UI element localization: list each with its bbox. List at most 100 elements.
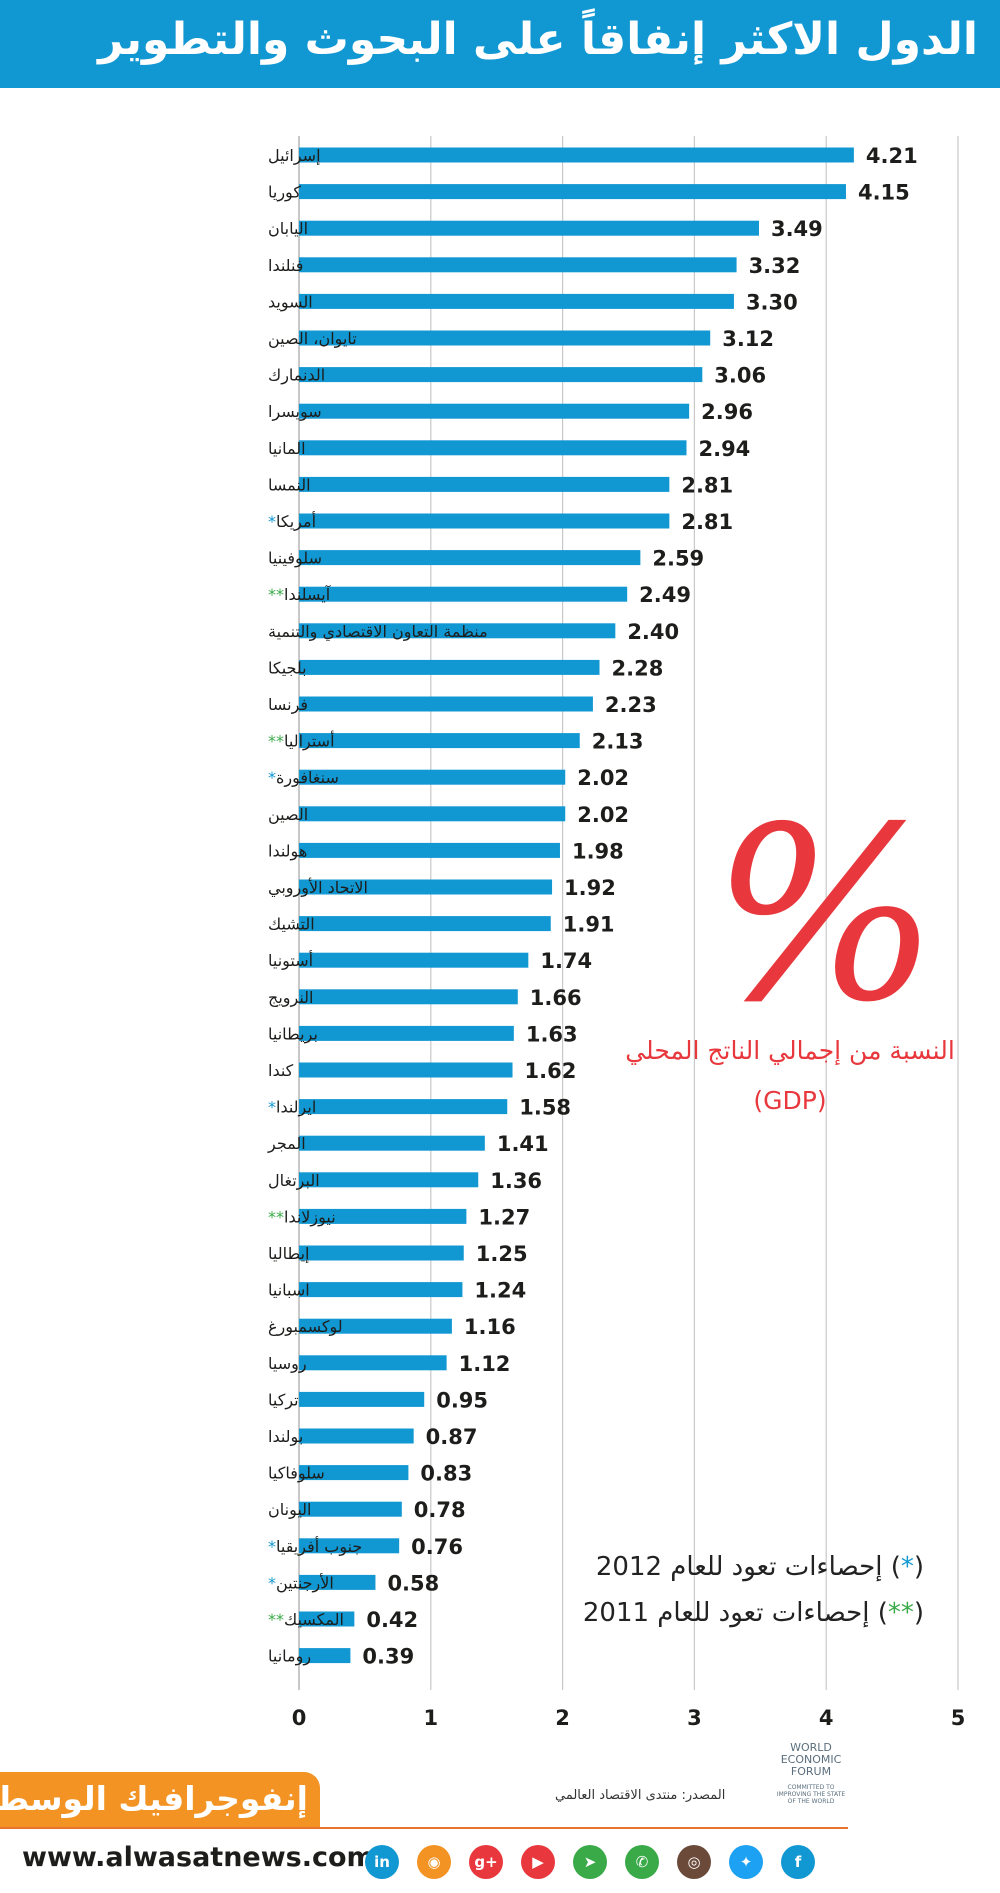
category-name: تركيا: [268, 1390, 299, 1410]
category-label: بلجيكا: [268, 658, 307, 677]
data-label: 2.13: [592, 730, 644, 754]
category-name: هولندا: [268, 841, 307, 861]
category-name: أستراليا: [284, 731, 335, 752]
facebook-icon[interactable]: f: [781, 1845, 815, 1879]
data-label: 1.74: [540, 949, 592, 973]
data-label: 1.36: [490, 1169, 542, 1193]
category-name: التشيك: [268, 915, 315, 934]
category-name: إيطاليا: [268, 1244, 309, 1263]
bar: [299, 293, 734, 309]
bar: [299, 440, 687, 456]
bar: [299, 220, 759, 236]
category-label: آيسلندا**: [268, 585, 332, 604]
category-label: اليونان: [268, 1500, 312, 1520]
category-label: منظمة التعاون الاقتصادي والتنمية: [268, 622, 488, 642]
data-label: 0.83: [420, 1462, 472, 1486]
category-label: الأرجنتين*: [268, 1572, 334, 1593]
category-label: رومانيا: [268, 1647, 311, 1667]
bar: [299, 403, 690, 419]
category-name: بريطانيا: [268, 1024, 318, 1044]
data-label: 1.25: [476, 1242, 528, 1266]
wef-line-1: WORLD: [790, 1741, 832, 1754]
category-label: بريطانيا: [268, 1024, 318, 1044]
category-name: الاتحاد الأوروبي: [268, 877, 368, 898]
category-label: المكسيك**: [268, 1610, 344, 1629]
x-tick-label: 4: [819, 1706, 834, 1730]
data-label: 1.62: [525, 1059, 577, 1083]
category-label: النرويج: [268, 988, 313, 1008]
twitter-icon[interactable]: ✦: [729, 1845, 763, 1879]
category-label: المجر: [267, 1134, 306, 1154]
bar: [299, 1574, 376, 1590]
category-name: آيسلندا: [284, 585, 332, 604]
category-label: جنوب أفريقيا*: [268, 1536, 362, 1557]
data-label: 4.21: [866, 144, 918, 168]
bar: [299, 550, 641, 566]
category-label: التشيك: [268, 915, 315, 934]
data-label: 2.23: [605, 693, 657, 717]
category-label: أمريكا*: [268, 511, 316, 532]
bar: [299, 1208, 467, 1224]
x-tick-label: 2: [555, 1706, 570, 1730]
bar: [299, 1428, 414, 1444]
youtube-icon[interactable]: ▶: [521, 1845, 555, 1879]
bar: [299, 330, 711, 346]
category-name: سويسرا: [268, 402, 322, 422]
bar: [299, 1099, 508, 1115]
data-label: 2.40: [627, 620, 679, 644]
wef-line-3: FORUM: [790, 1765, 832, 1778]
bar: [299, 586, 628, 602]
category-marker: **: [268, 1610, 284, 1629]
data-label: 1.16: [464, 1315, 516, 1339]
bar: [299, 1172, 479, 1188]
google-plus-icon[interactable]: g+: [469, 1845, 503, 1879]
bar: [299, 659, 600, 675]
x-tick-label: 5: [951, 1706, 966, 1730]
social-icons: in ◉ g+ ▶ ➤ ✆ ◎ ✦ f: [365, 1845, 825, 1885]
bar: [299, 1611, 355, 1627]
category-name: أمريكا: [276, 511, 316, 532]
category-name: كندا: [268, 1061, 294, 1080]
gdp-abbreviation: (GDP): [753, 1086, 827, 1115]
category-marker: *: [268, 1573, 276, 1592]
bar: [299, 1648, 351, 1664]
data-label: 3.49: [771, 217, 823, 241]
category-label: فنلندا: [268, 256, 303, 275]
data-label: 2.94: [698, 437, 750, 461]
category-name: اليونان: [268, 1500, 312, 1520]
category-label: اسبانيا: [268, 1281, 310, 1300]
category-name: روسيا: [268, 1354, 307, 1374]
category-label: أستراليا**: [268, 731, 335, 752]
category-marker: **: [268, 732, 284, 751]
bar: [299, 952, 529, 968]
instagram-icon[interactable]: ◎: [677, 1845, 711, 1879]
category-name: إسرائيل: [268, 146, 321, 166]
category-name: النرويج: [268, 988, 313, 1008]
data-label: 2.96: [701, 400, 753, 424]
note-2011: (**) إحصاءات تعود للعام 2011: [582, 1598, 924, 1628]
website-link[interactable]: www.alwasatnews.com: [22, 1842, 375, 1873]
bar: [299, 623, 616, 639]
bar: [299, 1391, 425, 1407]
category-name: الصين: [268, 805, 308, 825]
category-label: بولندا: [268, 1427, 303, 1447]
telegram-icon[interactable]: ➤: [573, 1845, 607, 1879]
page-title: الدول الاكثر إنفاقاً على البحوث والتطوير: [98, 14, 978, 65]
category-name: الأرجنتين: [276, 1572, 334, 1593]
linkedin-icon[interactable]: in: [365, 1845, 399, 1879]
rss-icon[interactable]: ◉: [417, 1845, 451, 1879]
category-label: إسرائيل: [268, 146, 321, 166]
bar: [299, 696, 593, 712]
category-name: فرنسا: [268, 695, 308, 715]
category-name: بلجيكا: [268, 658, 307, 677]
bar: [299, 769, 566, 785]
category-name: الدنمارك: [268, 366, 325, 386]
category-name: تايوان، الصين: [268, 329, 357, 349]
category-label: الاتحاد الأوروبي: [268, 877, 368, 898]
category-name: بولندا: [268, 1427, 303, 1447]
whatsapp-icon[interactable]: ✆: [625, 1845, 659, 1879]
category-label: نيوزلاندا**: [268, 1207, 336, 1227]
category-label: تركيا: [268, 1390, 299, 1410]
data-label: 3.32: [749, 254, 801, 278]
wef-tagline: COMMITTED TO IMPROVING THE STATE OF THE …: [776, 1784, 846, 1805]
